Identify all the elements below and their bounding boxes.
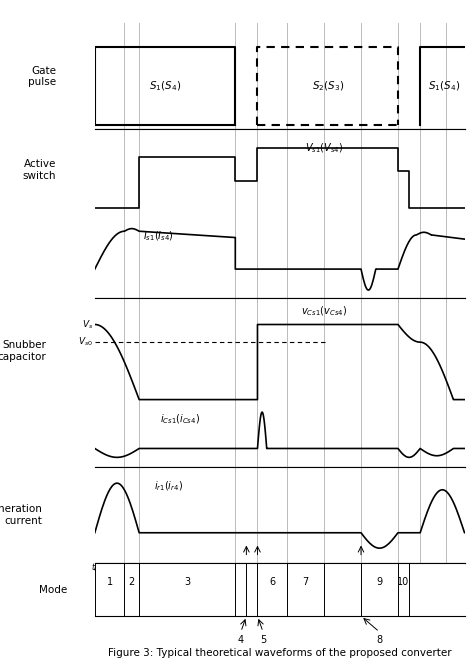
Y-axis label: Gate
pulse: Gate pulse xyxy=(28,65,56,87)
Text: $I_{s1}(I_{s4})$: $I_{s1}(I_{s4})$ xyxy=(143,230,174,243)
Y-axis label: Regeneration
current: Regeneration current xyxy=(0,504,42,525)
Text: 6: 6 xyxy=(269,577,275,587)
Y-axis label: Active
switch: Active switch xyxy=(22,159,56,181)
Text: $i_{r1}(i_{r4})$: $i_{r1}(i_{r4})$ xyxy=(154,480,183,493)
Text: $t_6$: $t_6$ xyxy=(320,561,328,574)
Text: $t_{10}$: $t_{10}$ xyxy=(440,561,452,574)
Text: $S_2(S_3)$: $S_2(S_3)$ xyxy=(311,79,344,93)
Text: 7: 7 xyxy=(302,577,309,587)
Text: $t_0$: $t_0$ xyxy=(91,561,99,574)
Text: 1: 1 xyxy=(107,577,113,587)
Text: $t_1$: $t_1$ xyxy=(120,561,128,574)
Text: $t_2$: $t_2$ xyxy=(135,561,143,574)
Text: $t_5$: $t_5$ xyxy=(254,561,262,574)
Text: $V_{s0}$: $V_{s0}$ xyxy=(78,336,93,348)
Text: $t_7$: $t_7$ xyxy=(357,561,365,574)
Text: $t_9$: $t_9$ xyxy=(416,561,424,574)
Text: Figure 3: Typical theoretical waveforms of the proposed converter: Figure 3: Typical theoretical waveforms … xyxy=(108,648,451,658)
Text: 5: 5 xyxy=(260,635,266,645)
Text: 9: 9 xyxy=(376,577,383,587)
Text: $t_8$: $t_8$ xyxy=(394,561,402,574)
Y-axis label: Mode: Mode xyxy=(39,585,67,595)
Text: $t_4$: $t_4$ xyxy=(242,561,250,574)
Text: $V_s$: $V_s$ xyxy=(82,318,93,331)
Text: 3: 3 xyxy=(184,577,190,587)
Text: $i_{Cs1}(i_{Cs4})$: $i_{Cs1}(i_{Cs4})$ xyxy=(160,413,200,426)
Y-axis label: Snubber
capacitor: Snubber capacitor xyxy=(0,340,46,362)
Text: $V_{s1}(V_{s4})$: $V_{s1}(V_{s4})$ xyxy=(305,141,343,155)
Text: $v_{Cs1}(v_{Cs4})$: $v_{Cs1}(v_{Cs4})$ xyxy=(301,305,347,318)
Text: $S_1(S_4)$: $S_1(S_4)$ xyxy=(428,79,460,93)
Text: 4: 4 xyxy=(238,635,244,645)
Text: $t_3$: $t_3$ xyxy=(231,561,239,574)
Text: 2: 2 xyxy=(128,577,135,587)
Text: 8: 8 xyxy=(376,635,383,645)
Text: $S_1(S_4)$: $S_1(S_4)$ xyxy=(149,79,181,93)
Text: 10: 10 xyxy=(397,577,410,587)
